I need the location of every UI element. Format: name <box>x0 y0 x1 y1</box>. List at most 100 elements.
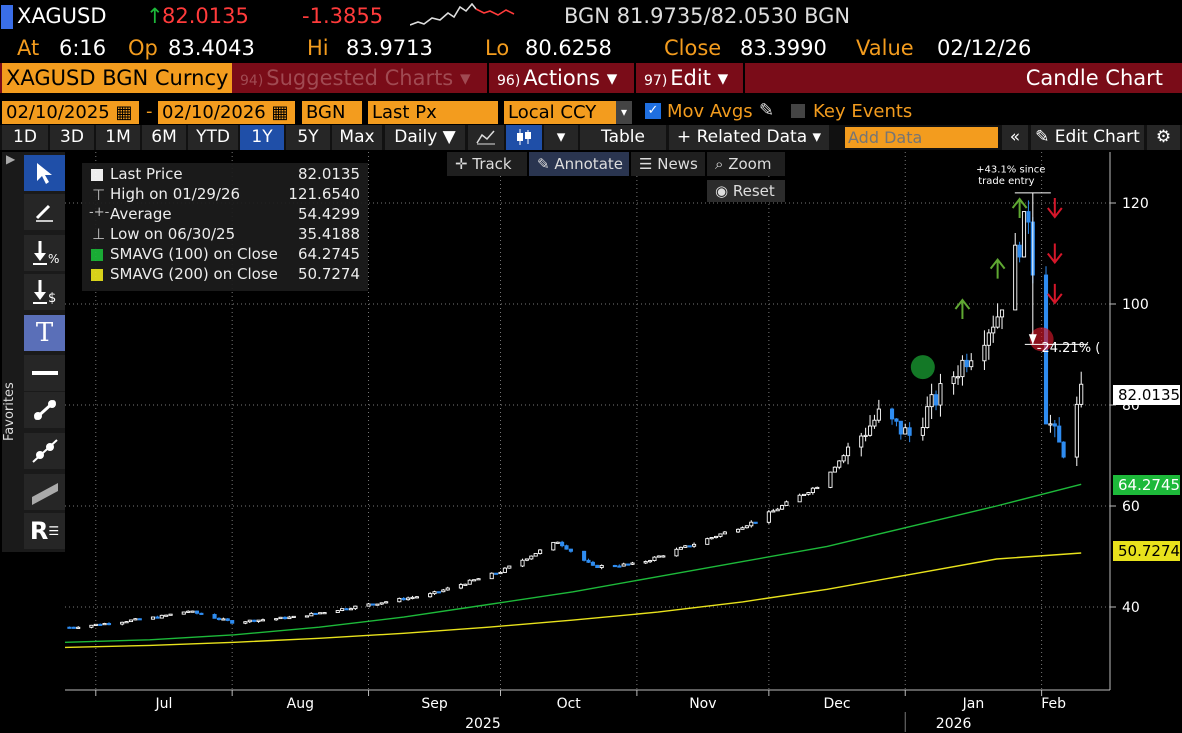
gear-icon[interactable]: ⚙ <box>1147 125 1180 150</box>
close-value: 83.3990 <box>740 36 827 60</box>
horizontal-line-icon[interactable] <box>24 355 65 391</box>
entry-marker-icon <box>910 355 935 380</box>
up-arrow-icon <box>1011 197 1028 219</box>
open-label: Op <box>128 36 158 60</box>
candle-body <box>907 427 912 436</box>
legend-row[interactable]: -+- Average 54.4299 <box>82 205 368 225</box>
candle-body <box>67 626 72 629</box>
sma200-swatch <box>91 269 103 281</box>
candle-body <box>225 618 230 621</box>
range-max[interactable]: Max <box>332 125 382 150</box>
legend-row[interactable]: Last Price 82.0135 <box>82 165 368 185</box>
track-button[interactable]: ✛ Track <box>447 152 527 176</box>
collapse-icon[interactable]: « <box>1002 125 1028 150</box>
candle-body <box>150 616 156 620</box>
actions-menu[interactable]: 96) Actions ▾ <box>487 63 632 93</box>
end-date-field[interactable]: 02/10/2026 ▦ <box>158 101 295 124</box>
trade-entry-text: trade entry <box>978 176 1034 187</box>
high-value: 83.9713 <box>346 36 433 60</box>
news-button[interactable]: ☰ News <box>631 152 705 176</box>
edit-menu[interactable]: 97) Edit ▾ <box>634 63 739 93</box>
security-field[interactable]: XAGUSD BGN Curncy <box>2 63 232 93</box>
sparkline-icon <box>410 3 515 26</box>
trend-line-icon[interactable] <box>24 392 65 428</box>
draw-pen-icon[interactable] <box>24 194 65 230</box>
channel-icon[interactable] <box>24 474 65 510</box>
low-label: Lo <box>485 36 510 60</box>
range-3d[interactable]: 3D <box>50 125 94 150</box>
year-label: 2025 <box>465 716 501 732</box>
candle-body <box>375 603 380 606</box>
exit-marker-icon <box>1029 327 1054 352</box>
table-button[interactable]: Table <box>580 125 666 150</box>
chevron-down-icon: ▾ <box>717 66 729 90</box>
currency-select[interactable]: Local CCY ▾ <box>504 101 632 124</box>
legend-row[interactable]: ⊤ High on 01/29/26 121.6540 <box>82 185 368 205</box>
source-field[interactable]: BGN <box>302 101 362 124</box>
mov-avgs-checkbox[interactable]: ✓ <box>645 103 661 119</box>
candle-body <box>841 455 846 462</box>
legend-label: SMAVG (100) on Close <box>110 245 278 263</box>
dollar-line-icon[interactable]: $ <box>24 274 65 310</box>
percent-line-icon[interactable]: % <box>24 235 65 271</box>
candle-body <box>630 562 635 565</box>
range-6m[interactable]: 6M <box>142 125 186 150</box>
text-tool-icon[interactable]: T <box>24 315 65 351</box>
candle-body <box>186 610 191 613</box>
candle-body <box>661 555 666 558</box>
candle-body <box>643 561 648 564</box>
candle-body <box>960 359 965 378</box>
suggested-charts-menu[interactable]: 94) Suggested Charts ▾ <box>234 63 484 93</box>
candle-body <box>951 376 956 385</box>
legend-row[interactable]: SMAVG (100) on Close 64.2745 <box>82 245 368 265</box>
candle-body <box>938 383 943 406</box>
zoom-button[interactable]: ⌕ Zoom <box>707 152 785 176</box>
candle-body <box>467 579 472 585</box>
candle-body <box>76 626 81 629</box>
frequency-select[interactable]: Daily ▼ <box>385 125 465 150</box>
candle-body <box>155 616 160 619</box>
candle-body <box>502 567 507 573</box>
pencil-icon[interactable]: ✎ <box>759 100 775 121</box>
candle-body <box>551 541 556 551</box>
add-data-input[interactable] <box>845 127 998 148</box>
candle-body <box>366 603 371 607</box>
candle-body <box>626 563 631 566</box>
edit-chart-button[interactable]: ✎ Edit Chart <box>1031 125 1144 150</box>
candle-body <box>590 561 595 566</box>
candle-body <box>291 615 296 618</box>
candle-body <box>652 556 657 561</box>
ticker-symbol[interactable]: XAGUSD <box>17 4 107 28</box>
research-icon[interactable]: R ☰ <box>24 513 65 549</box>
up-arrow-icon <box>954 298 971 320</box>
news-icon: ☰ <box>639 155 653 173</box>
expand-arrow-icon[interactable]: ▶ <box>6 152 16 166</box>
calendar-icon: ▦ <box>115 102 133 123</box>
pointer-icon[interactable] <box>24 155 65 191</box>
candle-body <box>436 591 441 594</box>
annotate-button[interactable]: ✎ Annotate <box>529 152 629 176</box>
legend-row[interactable]: ⊥ Low on 06/30/25 35.4188 <box>82 225 368 245</box>
candle-chart-icon[interactable] <box>506 125 542 150</box>
legend-label: Last Price <box>110 165 183 183</box>
candle-body <box>744 525 749 529</box>
range-1d[interactable]: 1D <box>2 125 48 150</box>
line-chart-icon[interactable] <box>468 125 504 150</box>
legend-row[interactable]: SMAVG (200) on Close 50.7274 <box>82 265 368 285</box>
candle-body <box>863 434 868 437</box>
candle-body <box>164 614 169 617</box>
range-5y[interactable]: 5Y <box>286 125 330 150</box>
range-1m[interactable]: 1M <box>96 125 140 150</box>
range-1y[interactable]: 1Y <box>240 125 284 150</box>
start-date-field[interactable]: 02/10/2025 ▦ <box>2 101 139 124</box>
chart-style-dropdown-icon[interactable]: ▾ <box>544 125 578 150</box>
key-events-checkbox[interactable] <box>791 104 805 118</box>
start-date-text: 02/10/2025 <box>6 102 110 123</box>
field-selector[interactable]: Last Px <box>368 101 498 124</box>
candle-body <box>93 623 98 626</box>
related-data-button[interactable]: + Related Data ▾ <box>669 125 829 150</box>
ray-line-icon[interactable] <box>24 433 65 469</box>
reset-button[interactable]: ◉ Reset <box>707 180 785 202</box>
range-ytd[interactable]: YTD <box>188 125 238 150</box>
